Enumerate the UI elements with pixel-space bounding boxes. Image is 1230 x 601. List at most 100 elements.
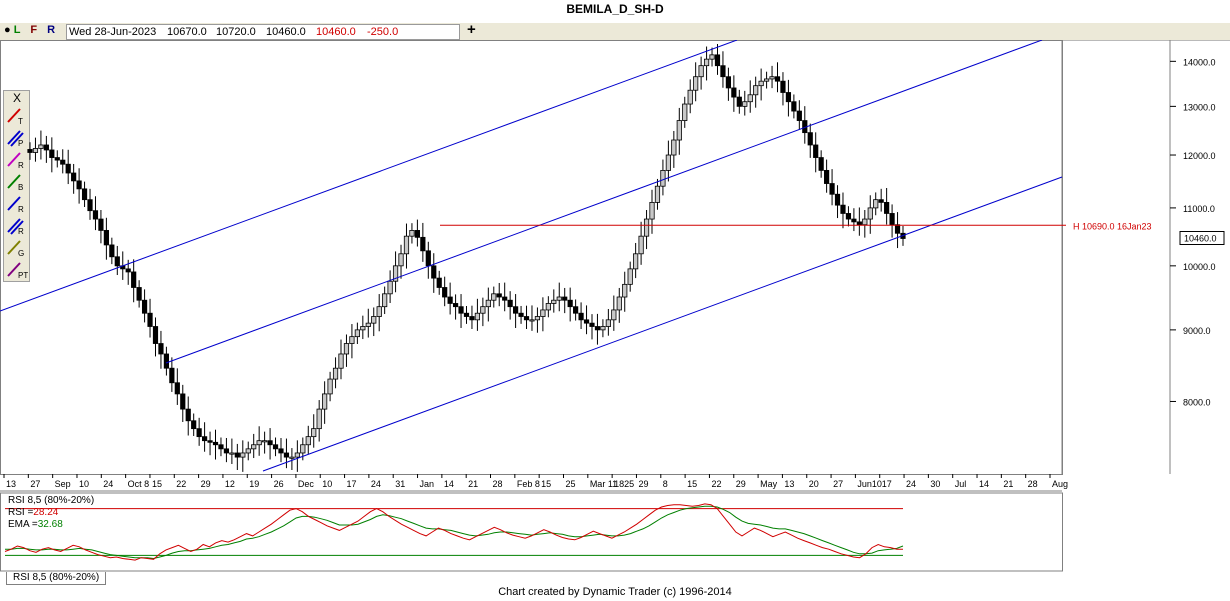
candle <box>327 371 333 402</box>
price-tick-label: 11000.0 <box>1183 204 1215 214</box>
candle <box>114 245 120 276</box>
time-tick-label: 15 <box>152 479 162 489</box>
candle <box>49 137 55 173</box>
gann-fan-icon[interactable]: G <box>5 237 28 258</box>
candle <box>180 384 186 423</box>
time-tick-label: Jan <box>420 479 435 489</box>
toolbox-close-button[interactable]: X <box>13 91 22 105</box>
candle <box>256 426 262 456</box>
candle <box>442 276 448 307</box>
candle <box>480 297 486 327</box>
candle <box>158 330 164 369</box>
candle <box>649 189 655 234</box>
candle <box>725 67 732 101</box>
candle <box>169 357 175 392</box>
price-tick-label: 9000.0 <box>1183 326 1211 336</box>
flag-r-button[interactable]: R <box>47 24 56 36</box>
candle <box>223 438 230 463</box>
svg-text:R: R <box>18 205 24 214</box>
candle <box>201 422 208 452</box>
candle <box>878 188 884 212</box>
candle <box>392 251 399 293</box>
candle <box>731 75 737 112</box>
rsi-pane[interactable] <box>0 492 1063 572</box>
plus-icon[interactable]: + <box>467 21 476 38</box>
candle <box>545 296 551 318</box>
candle <box>627 261 633 292</box>
readout-high: 10720.0 <box>216 26 256 38</box>
candle <box>600 319 606 338</box>
current-price-label: 10460.0 <box>1184 234 1217 244</box>
candle <box>785 79 792 117</box>
ratio-icon[interactable]: R <box>5 149 28 170</box>
candle <box>709 47 715 67</box>
time-tick-label: 15 <box>687 479 697 489</box>
candle <box>398 244 404 279</box>
time-tick-label: 13 <box>784 479 794 489</box>
candle <box>693 62 699 102</box>
time-tick-label: 28 <box>1028 479 1038 489</box>
candle <box>272 437 279 457</box>
channel-line[interactable] <box>165 40 1043 364</box>
candle <box>420 222 426 262</box>
rsi-tab[interactable]: RSI 8,5 (80%-20%) <box>6 572 107 585</box>
readout-change: -250.0 <box>367 26 399 38</box>
time-tick-label: 30 <box>930 479 940 489</box>
candle <box>567 287 573 322</box>
ema-line <box>5 505 904 560</box>
price-time-icon[interactable]: PT <box>5 259 28 280</box>
candle <box>469 305 475 330</box>
candle <box>463 305 470 324</box>
candle <box>136 280 142 308</box>
ratio-fan-icon[interactable]: R <box>5 215 28 236</box>
time-tick-label: 24 <box>103 479 113 489</box>
channel-line[interactable] <box>0 40 738 312</box>
candle <box>403 223 410 269</box>
candle <box>425 241 431 279</box>
retracement-icon[interactable]: R <box>5 193 28 214</box>
candle <box>720 51 726 88</box>
candle <box>360 315 366 340</box>
candle <box>622 271 628 312</box>
candle <box>862 210 868 238</box>
candle <box>589 314 595 340</box>
candle <box>387 270 393 304</box>
candle <box>371 307 377 337</box>
readout-close: 10460.0 <box>316 26 356 38</box>
channel-line[interactable] <box>262 176 1063 472</box>
candle <box>643 210 650 250</box>
candle <box>174 368 180 405</box>
info-bar: ● L F R Wed 28-Jun-2023 10670.0 10720.0 … <box>0 21 1230 41</box>
time-band-icon[interactable]: B <box>5 171 28 192</box>
time-tick-label: 25 <box>565 479 575 489</box>
candle <box>747 80 753 113</box>
candle <box>573 299 579 321</box>
parallel-channel-icon[interactable]: P <box>5 127 28 148</box>
candle <box>856 207 862 236</box>
candle <box>311 414 317 448</box>
candle <box>447 282 453 315</box>
window-title: BEMILA_D_SH-D <box>566 2 664 16</box>
candle <box>458 294 464 328</box>
chart-area[interactable]: 8000.0 9000.0 10000.0 11000.0 12000.0 13000.0… <box>0 40 1230 586</box>
candle <box>289 448 295 471</box>
candle <box>556 282 562 312</box>
time-tick-label: 19 <box>249 479 259 489</box>
candle <box>343 334 350 367</box>
candle <box>267 428 273 460</box>
candle <box>562 287 568 314</box>
candle <box>829 169 835 206</box>
flag-l-button[interactable]: L <box>13 24 21 36</box>
trend-line-icon[interactable]: T <box>5 105 28 126</box>
candle <box>698 56 704 90</box>
candle <box>409 223 415 244</box>
candle <box>365 308 371 338</box>
candle <box>131 259 137 303</box>
candle <box>736 89 742 114</box>
candle <box>807 123 813 158</box>
time-tick-label: 22 <box>176 479 186 489</box>
price-tick-label: 14000.0 <box>1183 57 1216 67</box>
chart-credit: Chart created by Dynamic Trader (c) 1996… <box>498 586 732 598</box>
flag-f-button[interactable]: F <box>30 24 38 36</box>
candle <box>316 400 322 442</box>
